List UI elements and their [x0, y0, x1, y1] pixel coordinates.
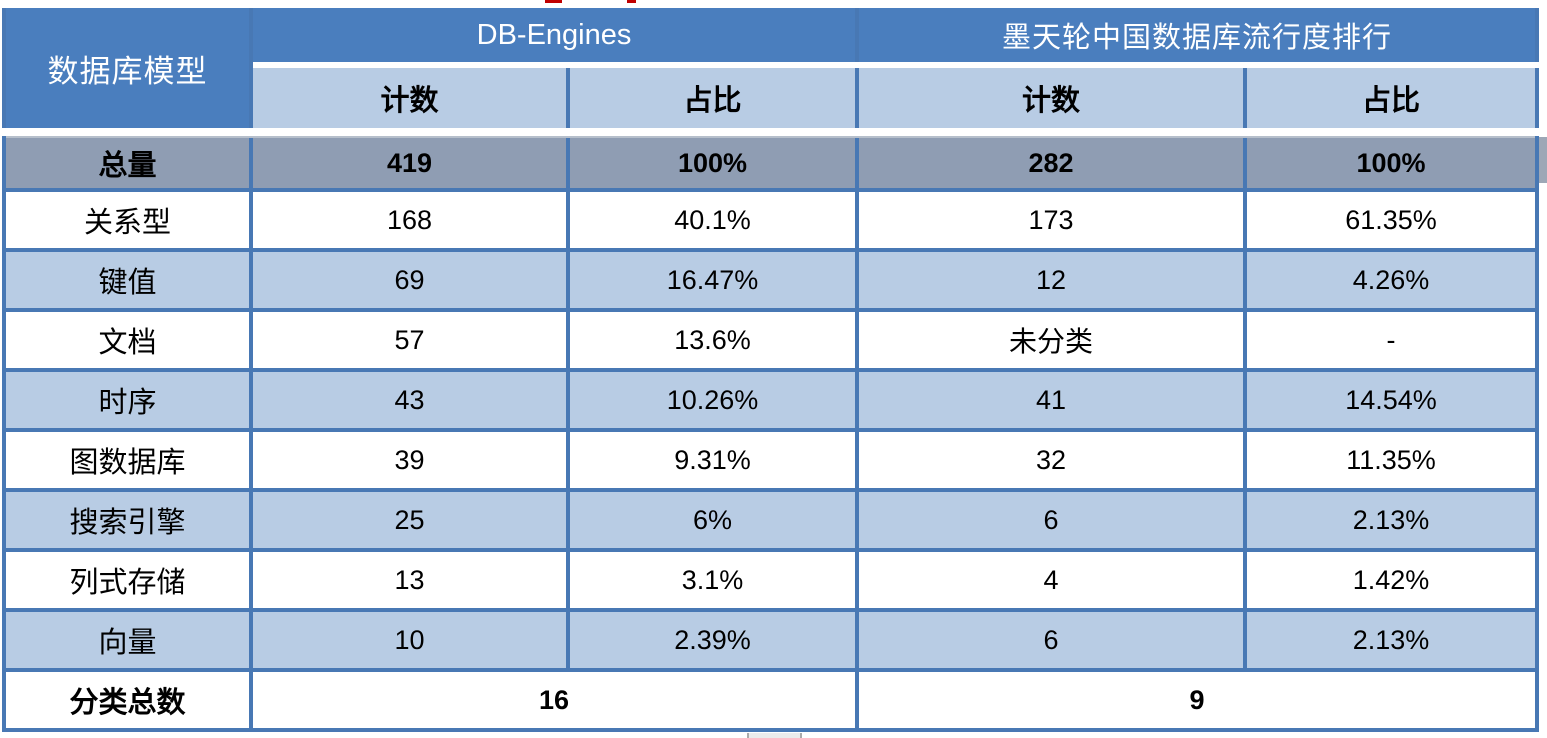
mo-share-cell: -: [1386, 324, 1396, 355]
subheader-db-count: 计数: [253, 68, 570, 128]
mo-count-cell: 32: [859, 432, 1247, 488]
comparison-table: 数据库模型 DB-Engines 墨天轮中国数据库流行度排行 计数 占比 计数 …: [2, 8, 1539, 732]
row-label: 搜索引擎: [6, 492, 253, 548]
group-title-db-engines: DB-Engines: [253, 8, 859, 62]
db-count-cell: 57: [253, 312, 570, 368]
table-row-total: 总量 419 100% 282 100%: [6, 136, 1535, 192]
mo-count-cell: 12: [859, 252, 1247, 308]
row-label: 关系型: [6, 192, 253, 248]
row-label: 键值: [6, 252, 253, 308]
header-gap: [253, 62, 1535, 68]
subheader-row: 计数 占比 计数 占比: [253, 68, 1535, 128]
body-gap-overrun: [0, 128, 1547, 136]
row-label: 总量: [6, 138, 253, 188]
row-label: 文档: [6, 312, 253, 368]
top-red-artifact: [627, 0, 636, 3]
mo-category-total-cell: 9: [1189, 684, 1205, 715]
mo-share-cell: 2.13%: [1352, 624, 1430, 655]
mo-count-cell: 未分类: [859, 312, 1247, 368]
table-row: 列式存储 13 3.1% 4 1.42%: [6, 552, 1535, 612]
db-share-cell: 13.6%: [570, 312, 859, 368]
table-row: 向量 10 2.39% 6 2.13%: [6, 612, 1535, 672]
mo-share-cell: 2.13%: [1352, 504, 1430, 535]
mo-count-cell: 41: [859, 372, 1247, 428]
right-edge-gray-artifact: [1539, 137, 1547, 183]
corner-header-cell: 数据库模型: [6, 8, 253, 128]
table-header: 数据库模型 DB-Engines 墨天轮中国数据库流行度排行 计数 占比 计数 …: [6, 8, 1535, 128]
db-category-total-cell: 16: [253, 672, 859, 728]
group-title-band: DB-Engines 墨天轮中国数据库流行度排行: [253, 8, 1535, 62]
table-row: 时序 43 10.26% 41 14.54%: [6, 372, 1535, 432]
db-count-cell: 39: [253, 432, 570, 488]
table-row: 关系型 168 40.1% 173 61.35%: [6, 192, 1535, 252]
mo-share-cell: 61.35%: [1345, 204, 1437, 235]
mo-share-cell: 1.42%: [1352, 564, 1430, 595]
group-title-motianlun: 墨天轮中国数据库流行度排行: [1001, 22, 1392, 54]
db-share-cell: 10.26%: [570, 372, 859, 428]
mo-count-cell: 4: [859, 552, 1247, 608]
table-row: 键值 69 16.47% 12 4.26%: [6, 252, 1535, 312]
row-label: 分类总数: [6, 672, 253, 728]
subheader-db-share: 占比: [570, 68, 859, 128]
db-count-cell: 43: [253, 372, 570, 428]
mo-share-cell: 11.35%: [1346, 444, 1436, 475]
table-row: 文档 57 13.6% 未分类 -: [6, 312, 1535, 372]
db-share-cell: 40.1%: [570, 192, 859, 248]
bottom-scrollbar-artifact: [747, 733, 802, 738]
mo-share-cell: 100%: [1356, 147, 1426, 178]
mo-count-cell: 6: [859, 612, 1247, 668]
row-label: 向量: [6, 612, 253, 668]
subheader-mo-count: 计数: [859, 68, 1247, 128]
row-label: 图数据库: [6, 432, 253, 488]
db-share-cell: 100%: [570, 138, 859, 188]
subheader-mo-share: 占比: [1361, 85, 1420, 117]
mo-share-cell: 14.54%: [1345, 384, 1437, 415]
mo-count-cell: 6: [859, 492, 1247, 548]
db-share-cell: 2.39%: [570, 612, 859, 668]
db-share-cell: 9.31%: [570, 432, 859, 488]
table-row: 搜索引擎 25 6% 6 2.13%: [6, 492, 1535, 552]
table-row-category-totals: 分类总数 16 9: [6, 672, 1535, 728]
db-count-cell: 25: [253, 492, 570, 548]
row-label: 时序: [6, 372, 253, 428]
db-count-cell: 13: [253, 552, 570, 608]
header-gap-overrun: [1520, 62, 1547, 68]
mo-share-cell: 4.26%: [1352, 264, 1430, 295]
db-share-cell: 3.1%: [570, 552, 859, 608]
header-right: DB-Engines 墨天轮中国数据库流行度排行 计数 占比 计数 占比: [253, 8, 1535, 128]
db-count-cell: 69: [253, 252, 570, 308]
table-row: 图数据库 39 9.31% 32 11.35%: [6, 432, 1535, 492]
db-count-cell: 10: [253, 612, 570, 668]
mo-count-cell: 282: [859, 138, 1247, 188]
row-label: 列式存储: [6, 552, 253, 608]
db-count-cell: 168: [253, 192, 570, 248]
db-count-cell: 419: [253, 138, 570, 188]
db-share-cell: 6%: [570, 492, 859, 548]
top-red-artifact: [545, 0, 562, 3]
mo-count-cell: 173: [859, 192, 1247, 248]
db-share-cell: 16.47%: [570, 252, 859, 308]
